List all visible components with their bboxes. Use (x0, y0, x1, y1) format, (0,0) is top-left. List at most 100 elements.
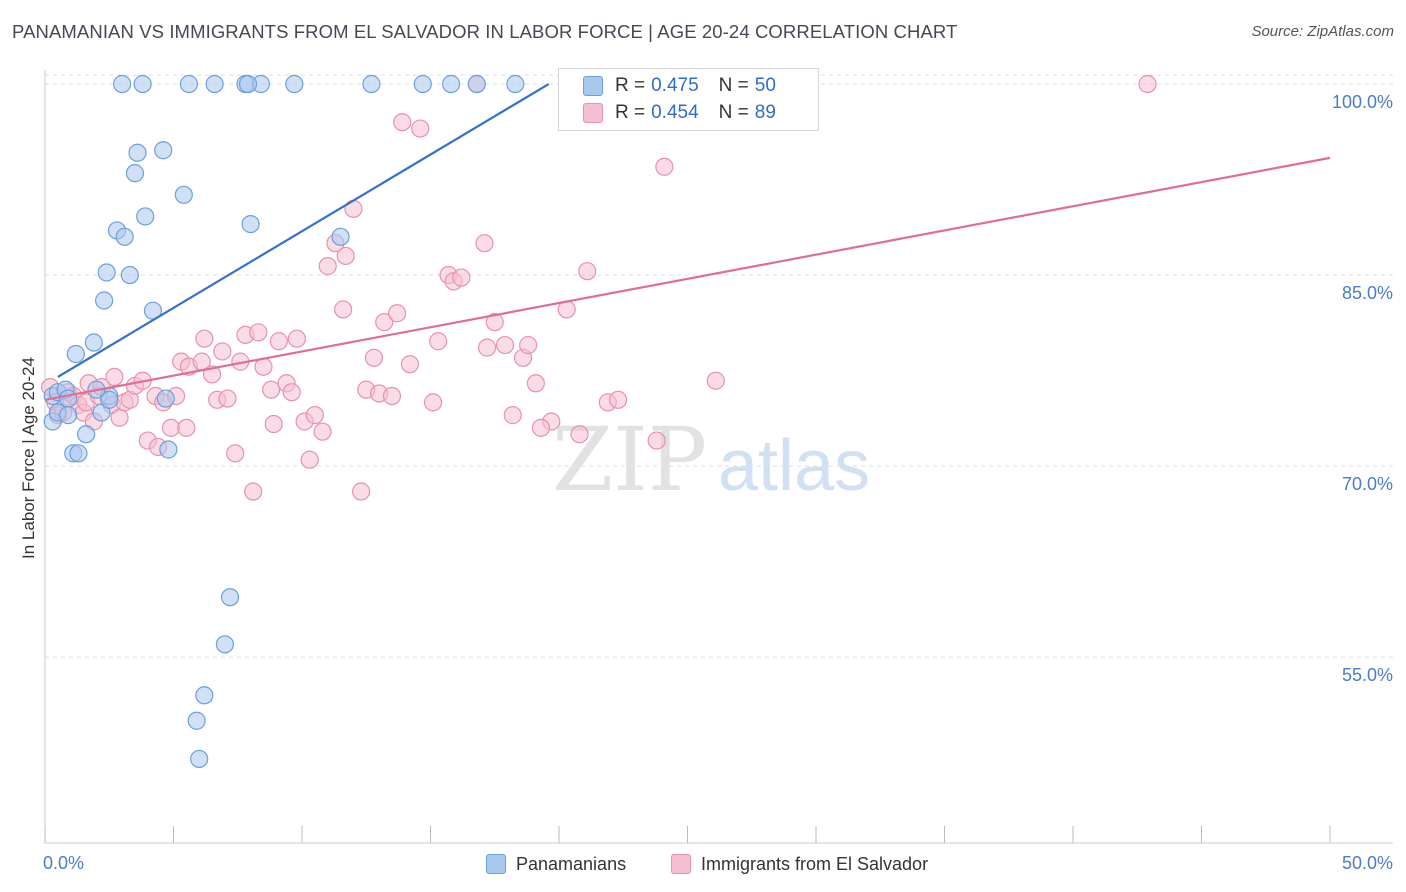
chart-source: Source: ZipAtlas.com (1251, 23, 1394, 40)
stats-legend: R = 0.475 N = 50 R = 0.454 N = 89 (558, 68, 819, 131)
data-point-el-salvador (400, 355, 420, 374)
x-tick-label: 50.0% (1342, 853, 1393, 873)
data-point-panamanian (362, 74, 381, 94)
data-point-el-salvador (110, 408, 129, 427)
legend-n-label: N = (718, 102, 749, 123)
data-point-panamanian (115, 227, 134, 246)
watermark-atlas: atlas (718, 426, 870, 506)
data-point-panamanian (238, 74, 258, 94)
data-point-panamanian (100, 390, 119, 409)
legend-row-el-salvador: R = 0.454 N = 89 (583, 100, 782, 126)
bottom-legend-label: Immigrants from El Salvador (701, 853, 929, 874)
data-point-panamanian (133, 74, 152, 94)
y-axis-title: In Labor Force | Age 20-24 (19, 357, 38, 559)
data-point-el-salvador (452, 268, 471, 287)
legend-r-value: 0.454 (651, 102, 699, 123)
data-point-panamanian (120, 265, 139, 285)
data-point-el-salvador (382, 386, 402, 406)
data-point-el-salvador (282, 383, 301, 402)
data-point-el-salvador (336, 246, 355, 266)
watermark-zip: ZIP (552, 408, 707, 511)
legend-r-value: 0.475 (651, 75, 699, 96)
data-point-el-salvador (393, 113, 412, 132)
data-point-el-salvador (244, 482, 263, 501)
data-point-panamanian (190, 749, 209, 769)
legend-n-label: N = (718, 75, 749, 96)
data-point-panamanian (174, 185, 193, 204)
data-point-el-salvador (226, 444, 245, 463)
data-point-panamanian (506, 74, 525, 94)
data-point-el-salvador (305, 406, 324, 425)
data-point-el-salvador (218, 389, 237, 408)
data-point-el-salvador (519, 335, 538, 355)
bottom-legend-el-salvador: Immigrants from El Salvador (671, 852, 928, 876)
data-point-el-salvador (495, 335, 515, 355)
data-point-panamanian (187, 711, 206, 730)
data-point-el-salvador (503, 406, 522, 425)
data-point-panamanian (241, 214, 260, 234)
data-point-panamanian (69, 444, 88, 463)
data-point-el-salvador (477, 338, 497, 357)
data-point-panamanian (215, 635, 234, 654)
data-point-panamanian (413, 74, 432, 94)
legend-n-value: 89 (754, 102, 776, 123)
axes (44, 70, 1393, 844)
tick-labels: 55.0% 70.0% 85.0% 100.0% 0.0% 50.0% (43, 92, 1393, 873)
data-point-el-salvador (262, 380, 281, 399)
data-point-el-salvador (352, 482, 371, 501)
data-point-panamanian (220, 588, 240, 607)
data-point-el-salvador (485, 313, 504, 332)
data-point-panamanian (195, 686, 214, 705)
data-point-el-salvador (570, 425, 589, 444)
data-point-el-salvador (429, 332, 448, 351)
data-point-el-salvador (475, 234, 494, 253)
legend-r-label: R = (615, 102, 646, 123)
data-point-el-salvador (609, 390, 628, 409)
data-point-panamanian (136, 207, 155, 226)
data-point-el-salvador (249, 323, 268, 342)
data-point-el-salvador (1138, 74, 1157, 94)
chart-title: PANAMANIAN VS IMMIGRANTS FROM EL SALVADO… (12, 21, 958, 42)
legend-swatch-blue (583, 76, 603, 96)
data-point-el-salvador (706, 371, 725, 390)
legend-row-panamanians: R = 0.475 N = 50 (583, 73, 782, 99)
data-point-panamanian (179, 74, 199, 94)
data-point-panamanian (59, 389, 78, 408)
legend-swatch-pink (583, 103, 603, 123)
data-point-el-salvador (423, 393, 443, 412)
data-point-panamanian (159, 440, 178, 459)
data-point-panamanian (84, 333, 103, 352)
data-point-el-salvador (264, 414, 283, 434)
data-point-el-salvador (177, 418, 196, 437)
legend-n-value: 50 (754, 75, 776, 96)
data-point-el-salvador (578, 262, 597, 281)
data-point-el-salvador (526, 374, 545, 393)
data-point-panamanian (125, 164, 145, 183)
data-point-el-salvador (364, 348, 384, 367)
data-point-panamanian (156, 389, 175, 408)
bottom-legend-swatch-blue (486, 854, 506, 874)
bottom-legend-swatch-pink (671, 854, 691, 874)
data-point-el-salvador (161, 418, 181, 437)
data-point-panamanian (467, 74, 486, 94)
data-point-panamanian (97, 263, 116, 282)
bottom-legend-panamanians: Panamanians (486, 852, 626, 876)
data-point-panamanian (128, 143, 147, 162)
data-point-el-salvador (411, 119, 430, 138)
data-point-el-salvador (647, 431, 666, 450)
y-tick-label: 100.0% (1332, 92, 1393, 112)
data-point-el-salvador (318, 257, 337, 276)
legend-r-label: R = (615, 75, 646, 96)
data-point-el-salvador (655, 157, 674, 176)
data-point-el-salvador (300, 450, 319, 469)
data-point-el-salvador (313, 422, 332, 441)
data-point-panamanian (59, 406, 78, 425)
data-point-panamanian (285, 74, 304, 94)
trend-lines (44, 83, 1331, 401)
data-point-el-salvador (531, 418, 551, 437)
data-point-panamanian (95, 291, 114, 310)
data-point-panamanian (112, 74, 132, 94)
data-point-el-salvador (287, 329, 306, 348)
y-tick-label: 55.0% (1342, 665, 1393, 685)
